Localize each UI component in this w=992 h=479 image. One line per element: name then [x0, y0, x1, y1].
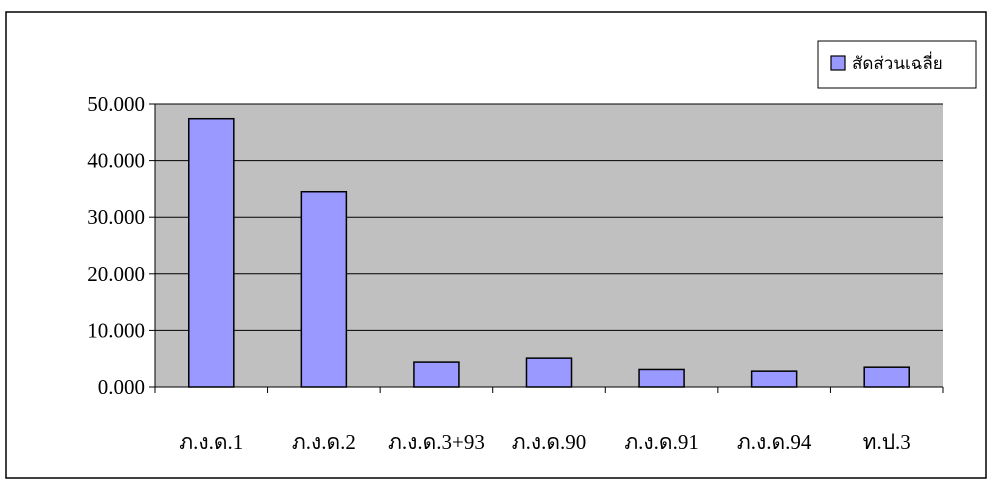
legend-label: สัดส่วนเฉลี่ย	[852, 51, 943, 74]
x-tick-label: ภ.ง.ด.2	[292, 430, 356, 454]
bar	[750, 370, 798, 388]
y-axis-tick-labels: 0.000 10.000 20.000 30.000 40.000 50.000	[87, 92, 145, 399]
plot-area	[155, 104, 943, 387]
x-tick-label: ท.ป.3	[863, 430, 911, 454]
y-tick-label: 30.000	[87, 205, 145, 229]
y-tick-label: 10.000	[87, 318, 145, 342]
bar	[863, 366, 910, 388]
y-tick-label: 20.000	[87, 262, 145, 286]
legend-swatch	[830, 55, 846, 71]
x-tick-label: ภ.ง.ด.90	[512, 430, 586, 454]
bar	[413, 361, 460, 388]
bar	[188, 117, 235, 388]
y-tick-label: 50.000	[87, 92, 145, 116]
x-axis-tick-labels: ภ.ง.ด.1 ภ.ง.ด.2 ภ.ง.ด.3+93 ภ.ง.ด.90 ภ.ง.ด.91…	[179, 430, 911, 454]
y-tick-label: 0.000	[98, 375, 145, 399]
legend: สัดส่วนเฉลี่ย	[817, 40, 977, 89]
y-tick-label: 40.000	[87, 149, 145, 173]
x-tick-label: ภ.ง.ด.1	[179, 430, 243, 454]
x-tick-label: ภ.ง.ด.91	[624, 430, 698, 454]
gridlines	[155, 103, 943, 331]
bar	[300, 190, 348, 388]
axes	[149, 103, 944, 393]
x-tick-label: ภ.ง.ด.3+93	[388, 430, 485, 454]
bar	[525, 357, 573, 388]
x-tick-label: ภ.ง.ด.94	[737, 430, 812, 454]
bar	[638, 368, 685, 388]
